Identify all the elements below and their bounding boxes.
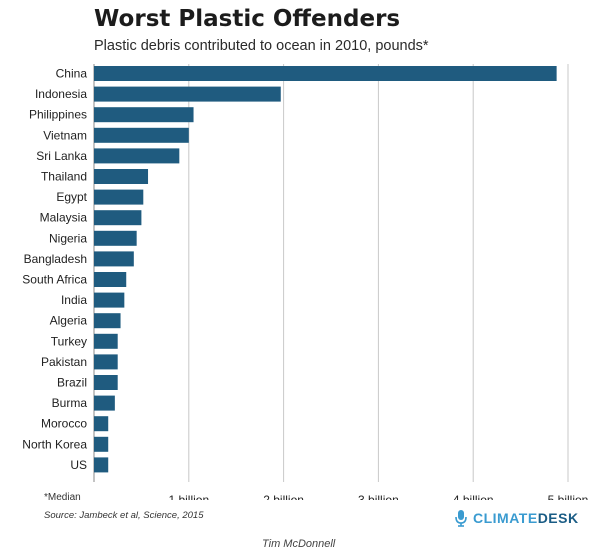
category-label: Malaysia	[40, 211, 88, 225]
bar	[94, 251, 134, 267]
category-label: Burma	[52, 396, 88, 410]
bar	[94, 395, 115, 411]
category-label: Turkey	[51, 334, 87, 348]
bar	[94, 333, 118, 349]
bar	[94, 189, 144, 205]
category-label: Philippines	[29, 108, 87, 122]
category-label: Algeria	[50, 314, 88, 328]
bar	[94, 354, 118, 370]
category-label: Morocco	[41, 417, 87, 431]
brand-name-part2: DESK	[537, 510, 579, 526]
category-label: Pakistan	[41, 355, 87, 369]
x-tick-label: 3 billion	[358, 493, 399, 500]
category-label: Bangladesh	[24, 252, 87, 266]
category-label: Indonesia	[35, 87, 87, 101]
bar	[94, 148, 180, 164]
bar	[94, 457, 109, 473]
bar	[94, 169, 149, 184]
climate-desk-logo: CLIMATE DESK	[454, 509, 579, 527]
bar	[94, 292, 125, 308]
category-label: China	[56, 67, 88, 81]
bar	[94, 230, 137, 246]
category-label: Vietnam	[43, 128, 87, 142]
chart-subtitle: Plastic debris contributed to ocean in 2…	[94, 38, 429, 54]
bar	[94, 86, 281, 102]
bar	[94, 210, 142, 226]
category-label: Sri Lanka	[36, 149, 87, 163]
bar	[94, 107, 194, 123]
bar	[94, 375, 118, 390]
bar	[94, 436, 109, 452]
x-tick-label: 4 billion	[453, 493, 494, 500]
byline: Tim McDonnell	[262, 538, 336, 550]
bar	[94, 416, 109, 432]
footnote: *Median	[44, 492, 81, 503]
category-label: Brazil	[57, 376, 87, 390]
category-label: Nigeria	[49, 231, 87, 245]
x-tick-label: 5 billion	[548, 493, 589, 500]
category-label: India	[61, 293, 87, 307]
bar	[94, 272, 127, 287]
microphone-icon	[455, 510, 467, 527]
chart-title: Worst Plastic Offenders	[94, 6, 401, 32]
x-tick-label: 2 billion	[263, 493, 304, 500]
category-label: Egypt	[56, 190, 87, 204]
x-tick-label: 1 billion	[168, 493, 209, 500]
bar	[94, 127, 189, 143]
category-label: South Africa	[22, 273, 87, 287]
source-note: Source: Jambeck et al, Science, 2015	[44, 510, 204, 521]
bar-chart: China Indonesia Philippines Vietnam Sri Lank…	[22, 64, 589, 500]
category-label: Thailand	[41, 170, 87, 184]
bar	[94, 66, 557, 81]
brand-name-part1: CLIMATE	[473, 510, 538, 526]
bar	[94, 313, 121, 329]
category-label: US	[70, 458, 87, 472]
category-label: North Korea	[22, 437, 87, 451]
